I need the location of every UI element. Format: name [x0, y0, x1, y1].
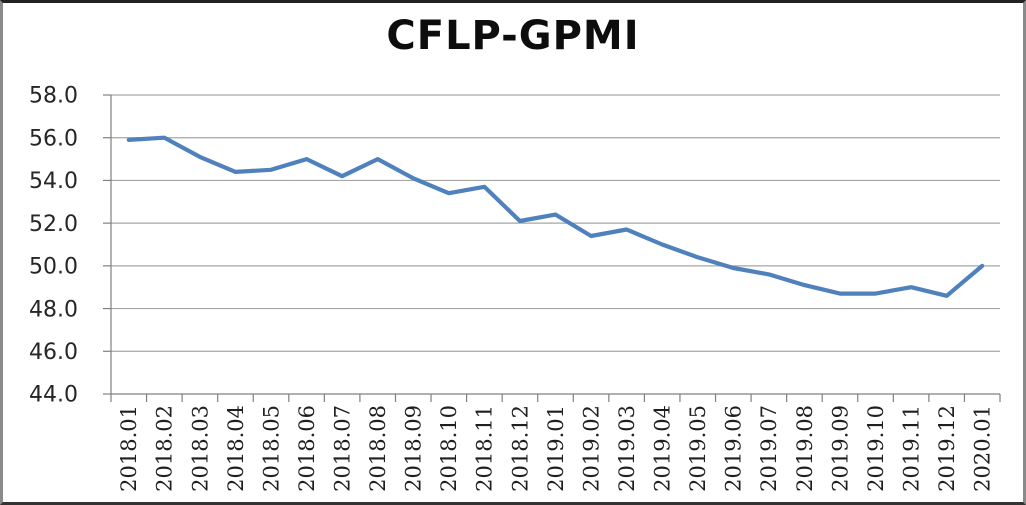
plot-area: 44.0 46.0 48.0 50.0 52.0 54.0 56.0 58.0 2018.01 2…	[29, 84, 1001, 492]
x-axis-label: 2019.02	[579, 405, 603, 492]
x-axis-label: 2018.08	[366, 405, 390, 492]
y-axis-label: 54.0	[29, 169, 78, 194]
y-axis-label: 46.0	[29, 340, 78, 365]
x-axis-label: 2018.09	[402, 405, 426, 492]
x-axis-label: 2019.05	[686, 405, 710, 492]
x-axis-label: 2018.12	[508, 405, 532, 492]
y-axis-label: 48.0	[29, 297, 78, 322]
x-axis-label: 2019.08	[793, 405, 817, 492]
x-axis-label: 2019.03	[615, 405, 639, 492]
x-axis-label: 2018.04	[224, 405, 248, 492]
x-axis-label: 2019.01	[544, 405, 568, 492]
series-line-cflp-gpmi	[126, 135, 985, 298]
x-axis-label: 2019.07	[757, 405, 781, 492]
y-axis-label: 52.0	[29, 212, 78, 237]
x-axis-label: 2019.11	[899, 405, 923, 492]
chart-title: CFLP-GPMI	[386, 13, 640, 59]
x-axis-label: 2019.04	[651, 405, 675, 492]
x-axis-label: 2019.10	[864, 405, 888, 492]
x-axis-label: 2018.07	[330, 405, 354, 492]
x-axis-label: 2019.06	[722, 405, 746, 492]
y-axis-label: 56.0	[29, 126, 78, 151]
y-axis-label: 58.0	[29, 84, 78, 109]
x-axis-label: 2018.03	[188, 405, 212, 492]
y-axis-label: 44.0	[29, 383, 78, 408]
x-axis-label: 2019.12	[935, 405, 959, 492]
x-axis-label: 2018.05	[259, 405, 283, 492]
x-axis-label: 2018.02	[153, 405, 177, 492]
x-axis-label: 2018.01	[117, 405, 141, 492]
x-axis-label: 2020.01	[971, 405, 995, 492]
y-axis-label: 50.0	[29, 255, 78, 280]
x-axis-label: 2019.09	[828, 405, 852, 492]
x-axis-label: 2018.11	[473, 405, 497, 492]
x-axis-label: 2018.10	[437, 405, 461, 492]
x-axis-label: 2018.06	[295, 405, 319, 492]
